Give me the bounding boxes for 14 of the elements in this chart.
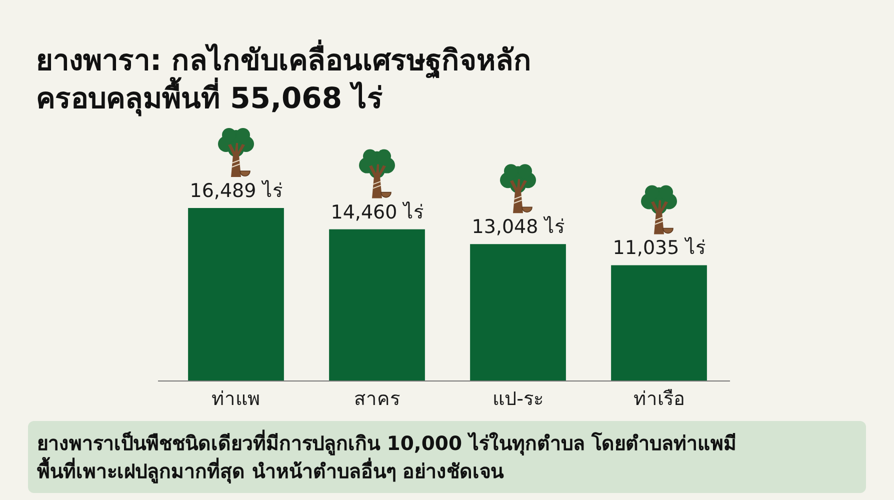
x-tick-label: ท่าแพ — [212, 388, 260, 410]
x-tick-label: สาคร — [354, 388, 400, 410]
data-label: 14,460 ไร่ — [330, 201, 424, 224]
data-label: 13,048 ไร่ — [472, 216, 564, 238]
bar — [611, 265, 707, 381]
chart-title: ยางพารา: กลไกขับเคลื่อนเศรษฐกิจหลัก ครอบคลุมพื้นที่ 55,068 ไร่ — [36, 39, 532, 116]
x-tick-label: แป-ระ — [492, 388, 544, 410]
text: ยางพาราเป็นพืชชนิดเดียวที่มีการปลูกเกิน 10,000 ไร่ในทุกตำบล โดยตำบลท่าแพมี พื้นที่เพาะเฝปลูกมากที่สุด นำหน้าตำบลอื่นๆ อย่างชัดเจน — [37, 429, 737, 485]
x-tick-label: ท่าเรือ — [634, 388, 684, 410]
bar — [188, 208, 284, 381]
data-label: 11,035 ไร่ — [612, 237, 706, 260]
bar — [470, 244, 566, 381]
data-label: 16,489 ไร่ — [190, 180, 282, 202]
bar — [329, 229, 425, 381]
